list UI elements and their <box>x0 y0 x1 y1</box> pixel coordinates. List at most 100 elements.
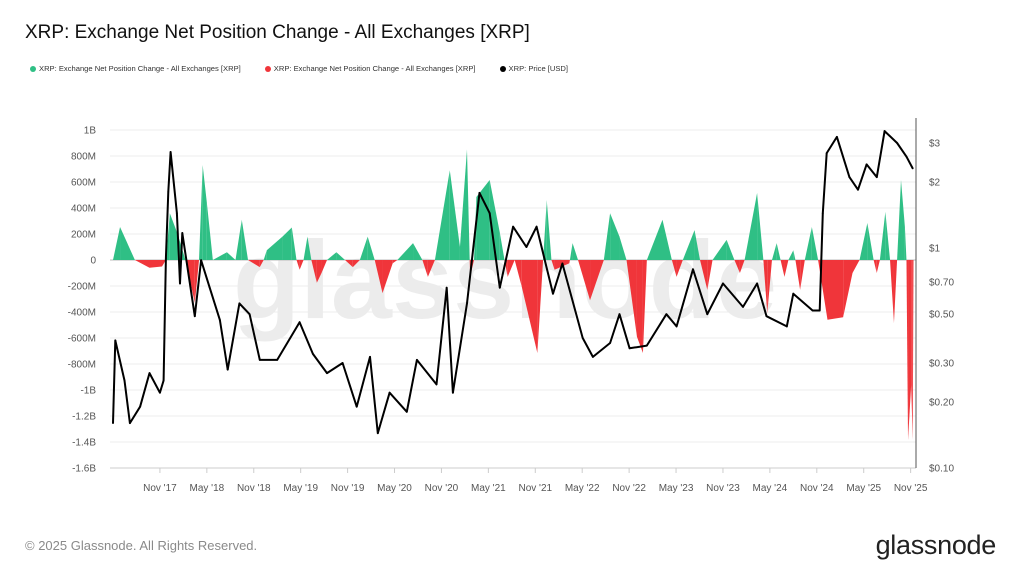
net-inflow-area <box>543 200 547 260</box>
price-point <box>692 268 694 271</box>
y-left-tick-label: 400M <box>71 204 96 215</box>
y-left-tick-label: 200M <box>71 230 96 241</box>
net-outflow-area <box>734 260 740 273</box>
net-inflow-area <box>694 230 701 260</box>
net-inflow-area <box>662 219 672 260</box>
net-outflow-area <box>382 260 393 294</box>
price-point <box>169 151 172 153</box>
price-point <box>148 372 151 374</box>
watermark: glassnode <box>233 219 777 342</box>
net-outflow-area <box>537 260 544 353</box>
price-point <box>112 422 114 424</box>
net-inflow-area <box>449 170 460 260</box>
price-point <box>175 212 178 215</box>
price-point <box>618 313 621 316</box>
price-point <box>248 313 251 316</box>
y-left-tick-label: -1.4B <box>72 438 96 449</box>
price-point <box>218 319 221 322</box>
price-point <box>525 246 528 248</box>
net-inflow-area <box>904 226 907 260</box>
net-outflow-area <box>784 260 789 277</box>
y-left-tick-label: -400M <box>68 308 96 319</box>
y-left-tick-label: -600M <box>68 334 96 345</box>
net-inflow-area <box>459 149 467 260</box>
net-inflow-area <box>336 252 345 260</box>
net-outflow-area <box>763 260 768 314</box>
net-inflow-area <box>212 252 227 260</box>
legend-item-inflow[interactable]: XRP: Exchange Net Position Change - All … <box>30 64 241 73</box>
price-point <box>369 355 371 358</box>
net-outflow-area <box>311 260 317 283</box>
price-point <box>179 282 181 285</box>
price-point <box>742 305 744 308</box>
net-outflow-area <box>739 260 745 273</box>
price-point <box>452 391 454 394</box>
y-right-tick-label: $2 <box>929 177 941 188</box>
net-outflow-area <box>162 260 166 267</box>
price-point <box>498 286 501 289</box>
price-point <box>298 321 301 324</box>
copyright-footer: © 2025 Glassnode. All Rights Reserved. <box>25 538 258 553</box>
net-outflow-area <box>352 260 360 268</box>
y-left-tick-label: 1B <box>84 126 97 137</box>
x-tick-label: Nov '21 <box>518 483 552 494</box>
net-outflow-area <box>876 260 880 273</box>
net-outflow-area <box>507 260 515 277</box>
x-tick-label: Nov '18 <box>237 483 271 494</box>
price-point <box>478 192 481 194</box>
net-inflow-area <box>397 243 414 260</box>
price-point <box>355 405 358 408</box>
price-point <box>825 152 828 154</box>
y-left-tick-label: -800M <box>68 360 96 371</box>
chart-title: XRP: Exchange Net Position Change - All … <box>25 22 530 43</box>
net-outflow-area <box>316 260 322 283</box>
net-inflow-area <box>572 243 579 260</box>
net-inflow-area <box>303 236 308 260</box>
x-tick-label: Nov '25 <box>894 483 928 494</box>
net-outflow-area <box>780 260 785 277</box>
net-outflow-area <box>767 260 772 314</box>
x-tick-label: Nov '17 <box>143 483 177 494</box>
net-outflow-area <box>636 260 643 353</box>
net-outflow-area <box>700 260 708 290</box>
net-inflow-area <box>327 252 337 260</box>
price-point <box>445 286 448 289</box>
price-point <box>883 130 886 132</box>
y-right-tick-label: $0.30 <box>929 359 954 370</box>
net-inflow-area <box>367 236 375 260</box>
net-inflow-area <box>726 239 735 260</box>
net-inflow-area <box>202 165 207 260</box>
net-inflow-area <box>682 230 695 260</box>
x-tick-label: May '18 <box>189 483 224 494</box>
price-point <box>645 344 648 347</box>
price-point <box>765 315 768 318</box>
price-point <box>200 259 203 262</box>
price-point <box>341 362 344 364</box>
net-outflow-area <box>514 260 522 287</box>
price-point <box>628 347 631 350</box>
legend-dot-green-icon <box>30 65 36 72</box>
price-point <box>181 232 184 234</box>
x-tick-label: May '22 <box>565 483 600 494</box>
net-outflow-area <box>149 260 163 268</box>
net-outflow-area <box>912 260 914 441</box>
price-point <box>167 190 170 193</box>
net-outflow-area <box>392 260 398 264</box>
legend-label: XRP: Exchange Net Position Change - All … <box>39 64 241 73</box>
legend-item-outflow[interactable]: XRP: Exchange Net Position Change - All … <box>264 64 476 73</box>
price-point <box>388 391 391 394</box>
price-point <box>129 422 131 424</box>
legend-item-price[interactable]: XRP: Price [USD] <box>499 64 568 73</box>
y-right-tick-label: $0.50 <box>929 310 954 321</box>
price-point <box>857 188 859 191</box>
price-point <box>114 339 117 342</box>
net-inflow-area <box>266 236 283 260</box>
net-inflow-area <box>241 219 249 260</box>
price-point <box>435 383 438 386</box>
net-outflow-area <box>642 260 647 353</box>
net-inflow-area <box>793 250 796 260</box>
net-outflow-area <box>134 260 150 268</box>
net-outflow-area <box>296 260 300 270</box>
net-inflow-area <box>859 222 868 260</box>
price-point <box>258 359 261 361</box>
